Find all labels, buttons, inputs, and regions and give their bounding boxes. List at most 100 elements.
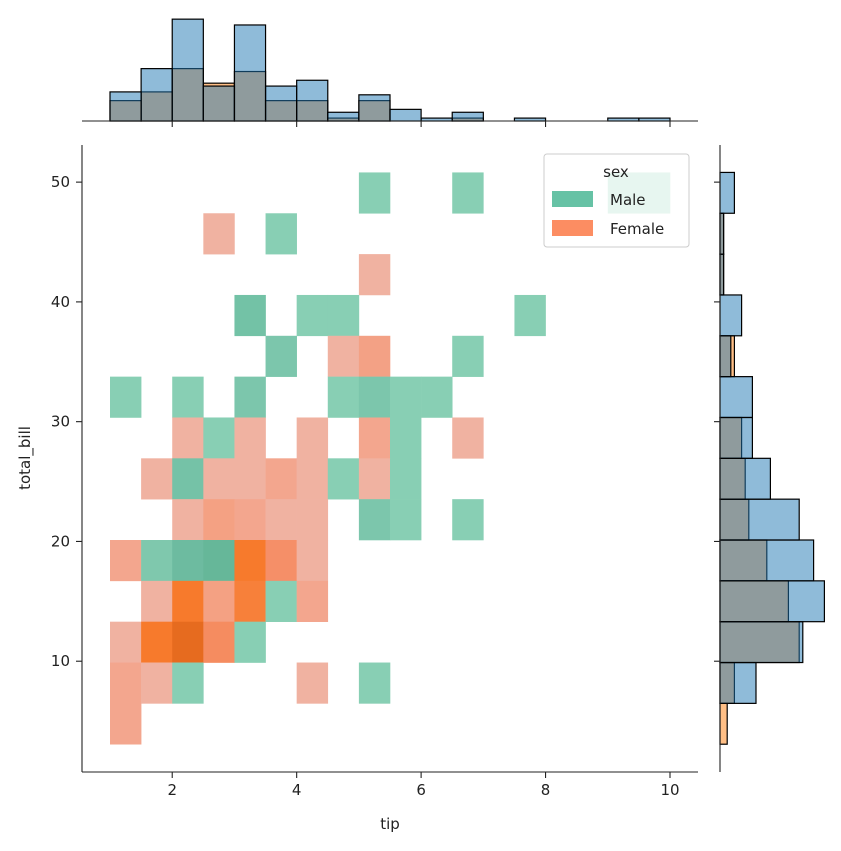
y-tick-label: 30 — [51, 413, 70, 431]
heatmap-cell-male — [390, 458, 422, 500]
heatmap-cell-male — [327, 376, 360, 418]
heatmap-cell-male — [172, 540, 204, 582]
heatmap-cell-male — [358, 376, 391, 418]
heatmap-cell-male — [172, 458, 204, 500]
heatmap-cell-female — [296, 580, 329, 622]
right-hist-bar-male — [719, 294, 743, 337]
heatmap-cell-male — [234, 294, 266, 337]
heatmap-cell-female — [203, 458, 235, 500]
right-hist-bar-male — [719, 457, 772, 500]
heatmap-cell-male — [296, 294, 329, 337]
heatmap-cell-female — [358, 417, 391, 459]
heatmap-cell-male — [358, 499, 391, 541]
heatmap-cell-female — [358, 458, 391, 500]
top-hist-bar-male — [296, 79, 329, 122]
right-hist-bar-male — [719, 335, 732, 378]
top-hist-bar-male — [358, 94, 391, 122]
heatmap-cell-female — [327, 335, 360, 377]
heatmap-cell-female — [141, 662, 173, 704]
right-hist-bar-male — [719, 416, 754, 459]
top-hist-bar-male — [140, 68, 173, 122]
heatmap-cell-male — [141, 540, 173, 582]
top-hist-bar-male — [451, 111, 484, 122]
top-hist-bar-male — [264, 85, 298, 122]
x-tick-label: 2 — [167, 781, 177, 799]
legend-title: sex — [603, 163, 629, 181]
heatmap-cell-male — [421, 376, 453, 418]
x-tick-label: 4 — [292, 781, 302, 799]
heatmap-cell-female — [234, 499, 266, 541]
top-hist-bar-male — [233, 24, 267, 122]
heatmap-cell-male — [203, 417, 235, 459]
heatmap-cell-male — [390, 376, 422, 418]
heatmap-cell-female — [296, 662, 329, 704]
heatmap-cell-male — [452, 499, 484, 541]
heatmap-cell-female — [203, 621, 235, 663]
heatmap-cell-male — [265, 213, 297, 255]
heatmap-cell-female — [110, 662, 142, 704]
heatmap-cell-male — [203, 540, 235, 582]
heatmap-cell-female — [265, 458, 297, 500]
y-axis-label: total_bill — [16, 426, 35, 490]
heatmap-cell-male — [234, 621, 266, 663]
top-hist-bar-male — [389, 108, 422, 122]
heatmap-cell-male — [390, 417, 422, 459]
heatmap-cell-male — [452, 172, 484, 214]
right-hist-bar-male — [719, 580, 826, 623]
legend-swatch-female — [552, 220, 593, 236]
legend-swatch-male — [552, 191, 593, 207]
legend-label-male: Male — [610, 191, 646, 209]
top-hist-bar-male — [109, 91, 142, 122]
right-hist-bar-male — [719, 539, 815, 582]
heatmap-cell-female — [234, 417, 266, 459]
right-hist-bar-male — [719, 621, 804, 664]
y-tick-label: 20 — [51, 532, 70, 550]
heatmap-cell-female — [141, 580, 173, 622]
heatmap-cell-female — [110, 703, 142, 745]
x-tick-label: 6 — [416, 781, 426, 799]
heatmap-cell-male — [452, 335, 484, 377]
heatmap-cell-female — [296, 540, 329, 582]
heatmap-cell-female — [172, 417, 204, 459]
heatmap-cell-female — [172, 580, 204, 622]
heatmap-cell-male — [172, 662, 204, 704]
heatmap-cell-male — [327, 294, 360, 337]
heatmap-cell-male — [390, 499, 422, 541]
legend: sex Male Female — [543, 153, 690, 248]
heatmap-cells — [110, 172, 671, 745]
heatmap-cell-female — [265, 540, 297, 582]
heatmap-cell-male — [358, 172, 391, 214]
heatmap-cell-male — [265, 335, 297, 377]
right-hist-bar-male — [719, 376, 754, 419]
heatmap-cell-female — [203, 580, 235, 622]
right-hist-bar-male — [719, 661, 757, 704]
heatmap-cell-male — [265, 580, 297, 622]
heatmap-cell-female — [358, 254, 391, 296]
heatmap-cell-female — [203, 499, 235, 541]
heatmap-cell-female — [141, 458, 173, 500]
heatmap-cell-female — [141, 621, 173, 663]
x-axis-label: tip — [380, 815, 400, 833]
heatmap-cell-male — [327, 458, 360, 500]
y-tick-label: 10 — [51, 652, 70, 670]
top-hist-bar-male — [327, 111, 360, 122]
heatmap-cell-female — [110, 621, 142, 663]
top-marginal-histogram — [109, 18, 671, 122]
heatmap-cell-female — [358, 335, 391, 377]
heatmap-cell-female — [265, 499, 297, 541]
heatmap-cell-female — [234, 540, 266, 582]
legend-label-female: Female — [610, 220, 664, 238]
x-tick-label: 8 — [541, 781, 551, 799]
right-hist-bar-female — [719, 702, 728, 745]
heatmap-cell-female — [172, 499, 204, 541]
heatmap-cell-female — [452, 417, 484, 459]
heatmap-cell-female — [172, 621, 204, 663]
axes: 2 4 6 8 10 10 20 30 40 50 — [51, 120, 721, 799]
heatmap-cell-female — [296, 458, 329, 500]
heatmap-cell-male — [514, 294, 546, 337]
y-tick-label: 40 — [51, 293, 70, 311]
heatmap-cell-male — [358, 662, 391, 704]
top-hist-bar-male — [202, 85, 236, 122]
right-hist-bar-male — [719, 171, 735, 214]
